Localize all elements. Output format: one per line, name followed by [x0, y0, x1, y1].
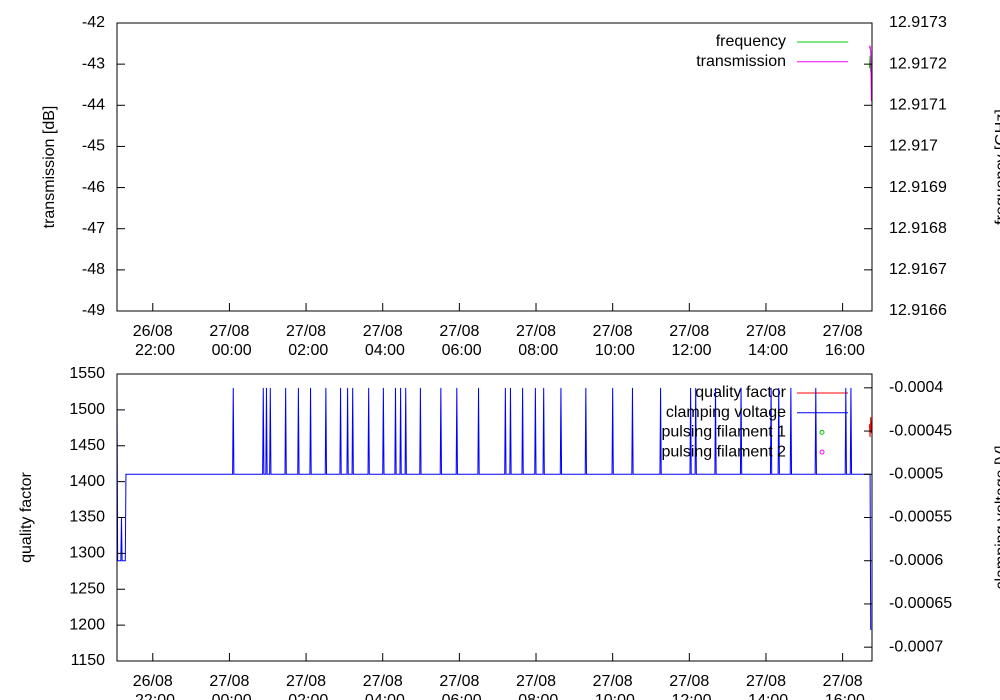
y2-tick-label: -0.00065 — [889, 595, 952, 612]
y2-tick-label: 12.9168 — [889, 220, 947, 237]
y-tick-label: 1350 — [69, 509, 105, 526]
y2-tick-label: 12.9172 — [889, 55, 947, 72]
legend-label: frequency — [716, 33, 786, 50]
y2-tick-label: 12.9171 — [889, 97, 947, 114]
y-tick-label: -43 — [82, 55, 105, 72]
y2-tick-label: -0.0007 — [889, 638, 943, 655]
x-tick-label: 27/08 06:00 — [437, 323, 482, 359]
legend-label: clamping voltage — [666, 404, 786, 421]
x-tick-label: 27/08 12:00 — [667, 323, 712, 359]
y-tick-label: 1450 — [69, 437, 105, 454]
legend-label: pulsing filament 2 — [661, 443, 786, 460]
y2-axis-label: frequency [GHz] — [993, 109, 1000, 225]
y2-tick-label: -0.0006 — [889, 552, 943, 569]
x-tick-label: 27/08 10:00 — [590, 323, 635, 359]
y2-tick-label: -0.0005 — [889, 465, 943, 482]
data-line — [116, 387, 872, 630]
legend-sample — [819, 449, 825, 455]
y-tick-label: -44 — [82, 97, 105, 114]
legend-sample — [819, 429, 825, 435]
y-axis-label: transmission [dB] — [41, 106, 58, 229]
x-tick-label: 27/08 08:00 — [514, 673, 559, 700]
x-tick-label: 27/08 02:00 — [284, 323, 329, 359]
x-tick-label: 27/08 00:00 — [207, 673, 252, 700]
y2-tick-label: 12.9169 — [889, 179, 947, 196]
y2-tick-label: 12.917 — [889, 138, 938, 155]
x-tick-label: 27/08 16:00 — [820, 323, 865, 359]
x-tick-label: 26/08 22:00 — [131, 323, 176, 359]
x-tick-label: 27/08 14:00 — [744, 323, 789, 359]
y2-tick-label: 12.9173 — [889, 14, 947, 31]
y-tick-label: 1300 — [69, 545, 105, 562]
y-tick-label: -45 — [82, 138, 105, 155]
y-tick-label: -48 — [82, 261, 105, 278]
y-tick-label: -47 — [82, 220, 105, 237]
y-tick-label: 1400 — [69, 473, 105, 490]
x-tick-label: 27/08 04:00 — [360, 673, 405, 700]
y2-tick-label: -0.00055 — [889, 509, 952, 526]
y-tick-label: 1550 — [69, 365, 105, 382]
y-tick-label: -49 — [82, 302, 105, 319]
y2-tick-label: 12.9167 — [889, 261, 947, 278]
y-tick-label: 1150 — [71, 652, 106, 669]
legend-label: transmission — [696, 53, 786, 70]
y2-tick-label: -0.00045 — [889, 422, 952, 439]
y-tick-label: 1250 — [69, 580, 105, 597]
y-axis-label: quality factor — [18, 471, 35, 562]
legend-label: pulsing filament 1 — [661, 424, 786, 441]
y2-tick-label: -0.0004 — [889, 379, 943, 396]
y-tick-label: -46 — [82, 179, 105, 196]
x-tick-label: 27/08 16:00 — [820, 673, 865, 700]
data-line — [868, 45, 872, 102]
x-tick-label: 27/08 08:00 — [514, 323, 559, 359]
x-tick-label: 26/08 22:00 — [131, 673, 176, 700]
y-tick-label: 1500 — [69, 401, 105, 418]
x-tick-label: 27/08 00:00 — [207, 323, 252, 359]
y-tick-label: 1200 — [69, 616, 105, 633]
x-tick-label: 27/08 10:00 — [590, 673, 635, 700]
y2-axis-label: clamping voltage [V] — [993, 445, 1000, 589]
x-tick-label: 27/08 14:00 — [744, 673, 789, 700]
x-tick-label: 27/08 04:00 — [360, 323, 405, 359]
y2-tick-label: 12.9166 — [889, 302, 947, 319]
y-tick-label: -42 — [82, 14, 105, 31]
plot-frame — [116, 22, 873, 312]
x-tick-label: 27/08 06:00 — [437, 673, 482, 700]
x-tick-label: 27/08 02:00 — [284, 673, 329, 700]
x-tick-label: 27/08 12:00 — [667, 673, 712, 700]
